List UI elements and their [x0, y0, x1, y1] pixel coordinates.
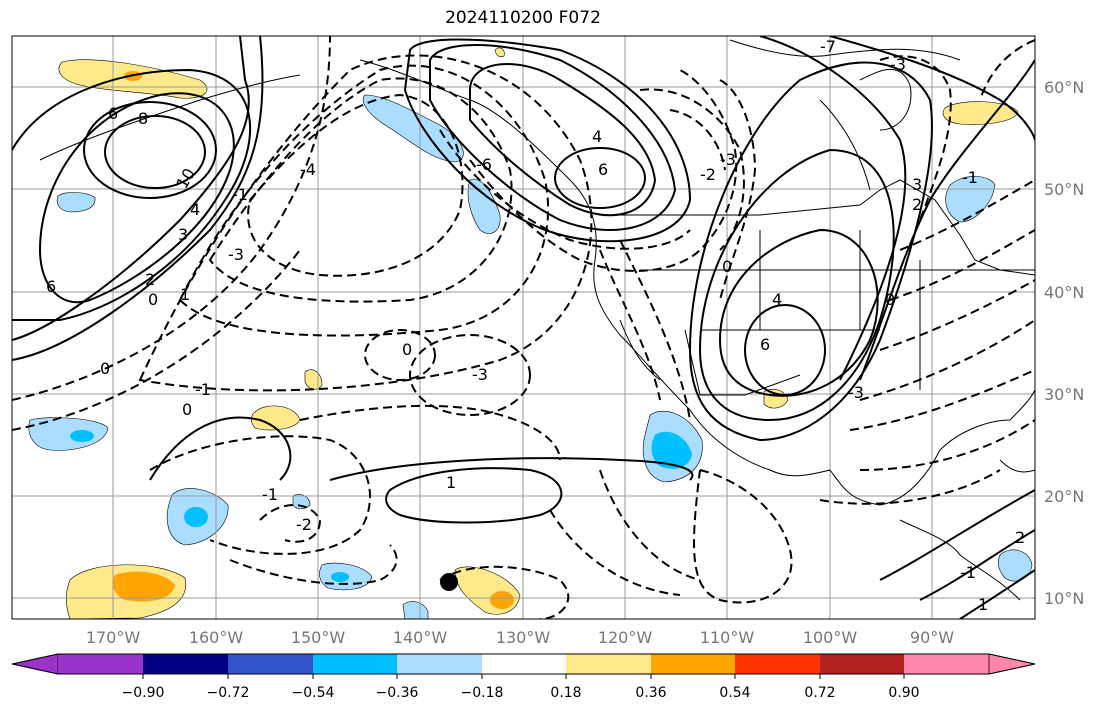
contour-label: 0 [722, 257, 732, 276]
contour-label: -3 [228, 245, 244, 264]
contour-label: 1 [978, 595, 988, 614]
lon-tick-label: 140°W [393, 628, 448, 647]
contour-label: -6 [476, 155, 492, 174]
colorbar-label: 0.36 [635, 685, 666, 701]
positive-anomaly-core [112, 571, 175, 602]
colorbar-label: −0.90 [122, 685, 165, 701]
lat-tick-label: 20°N [1044, 487, 1084, 506]
positive-anomaly-core [490, 591, 514, 609]
colorbar-outline [11, 653, 1036, 675]
contour-label: 3 [912, 175, 922, 194]
contour-label: 0 [402, 340, 412, 359]
colorbar-segment [651, 654, 735, 674]
negative-anomaly-core [331, 572, 349, 582]
contour-label: -4 [300, 160, 316, 179]
colorbar: −0.90 −0.72 −0.54 −0.36 −0.18 0.18 0.36 … [11, 653, 1036, 701]
lat-tick-label: 40°N [1044, 283, 1084, 302]
lon-tick-label: 100°W [803, 628, 858, 647]
colorbar-segment [566, 654, 651, 674]
coastlines [39, 39, 1035, 601]
positive-contours [12, 36, 1035, 619]
colorbar-label: 0.54 [719, 685, 750, 701]
colorbar-low-extension [11, 653, 59, 675]
contour-label: -3 [720, 150, 736, 169]
contour-label: -3 [472, 365, 488, 384]
lon-tick-label: 130°W [496, 628, 551, 647]
location-marker [440, 573, 458, 591]
colorbar-segment [820, 654, 904, 674]
negative-anomaly-area [362, 94, 464, 163]
contour-label: 3 [178, 225, 188, 244]
colorbar-high-extension [988, 653, 1036, 675]
shading-layer [28, 47, 1033, 619]
lat-tick-label: 30°N [1044, 385, 1084, 404]
longitude-axis: 170°W 160°W 150°W 140°W 130°W 120°W 110°… [86, 628, 954, 647]
contour-label: -2 [700, 165, 716, 184]
contour-label: -7 [820, 37, 836, 56]
contour-label: 1 [446, 473, 456, 492]
negative-anomaly-area [56, 192, 96, 213]
colorbar-label: −0.72 [207, 685, 250, 701]
colorbar-segment [313, 654, 397, 674]
negative-anomaly-core [70, 430, 94, 442]
contour-label: -2 [296, 515, 312, 534]
map-title: 2024110200 F072 [445, 8, 601, 28]
contour-label: 0 [885, 290, 895, 309]
contour-label: 0 [100, 359, 110, 378]
colorbar-label: −0.54 [292, 685, 335, 701]
contour-label: -3 [848, 383, 864, 402]
lon-tick-label: 90°W [910, 628, 954, 647]
contour-label: 8 [138, 109, 148, 128]
contour-label: 1 [180, 285, 190, 304]
colorbar-segment [143, 654, 228, 674]
contour-label: 6 [760, 335, 770, 354]
colorbar-segment [228, 654, 313, 674]
colorbar-label: 0.72 [804, 685, 835, 701]
contour-label: -1 [262, 485, 278, 504]
contour-label: 2 [912, 195, 922, 214]
colorbar-label: 0.90 [888, 685, 919, 701]
contour-label: 2 [1015, 528, 1025, 547]
contour-label: -1 [962, 168, 978, 187]
lon-tick-label: 110°W [700, 628, 755, 647]
contour-label: -3 [890, 55, 906, 74]
contour-label: 2 [145, 270, 155, 289]
lat-tick-label: 50°N [1044, 180, 1084, 199]
negative-anomaly-core [651, 431, 692, 469]
contour-label: 4 [190, 200, 200, 219]
negative-contours [12, 36, 1035, 619]
map-frame [11, 35, 1036, 620]
lat-tick-label: 10°N [1044, 589, 1084, 608]
colorbar-segment [58, 654, 143, 674]
contour-label: 0 [148, 290, 158, 309]
colorbar-segment [482, 654, 566, 674]
colorbar-segment [397, 654, 482, 674]
positive-anomaly-area [494, 47, 505, 58]
negative-anomaly-area [292, 494, 311, 510]
negative-anomaly-area [28, 417, 109, 451]
lon-tick-label: 160°W [189, 628, 244, 647]
colorbar-segment [904, 654, 989, 674]
colorbar-label: 0.18 [550, 685, 581, 701]
colorbar-segment [735, 654, 820, 674]
colorbar-label: −0.36 [376, 685, 419, 701]
negative-anomaly-area [402, 601, 429, 619]
latitude-axis: 60°N 50°N 40°N 30°N 20°N 10°N [1044, 78, 1084, 608]
contour-label: -1 [960, 563, 976, 582]
lat-tick-label: 60°N [1044, 78, 1084, 97]
contour-label: -1 [232, 185, 248, 204]
lon-tick-label: 120°W [598, 628, 653, 647]
colorbar-label: −0.18 [461, 685, 504, 701]
contour-label: 6 [108, 104, 118, 123]
contour-label: -1 [195, 380, 211, 399]
contour-label: 6 [46, 277, 56, 296]
negative-anomaly-core [184, 507, 208, 527]
lon-tick-label: 150°W [291, 628, 346, 647]
contour-label: 4 [772, 290, 782, 309]
lon-tick-label: 170°W [86, 628, 141, 647]
contour-label: 6 [598, 160, 608, 179]
contour-label: 0 [182, 400, 192, 419]
contour-label: 4 [592, 127, 602, 146]
